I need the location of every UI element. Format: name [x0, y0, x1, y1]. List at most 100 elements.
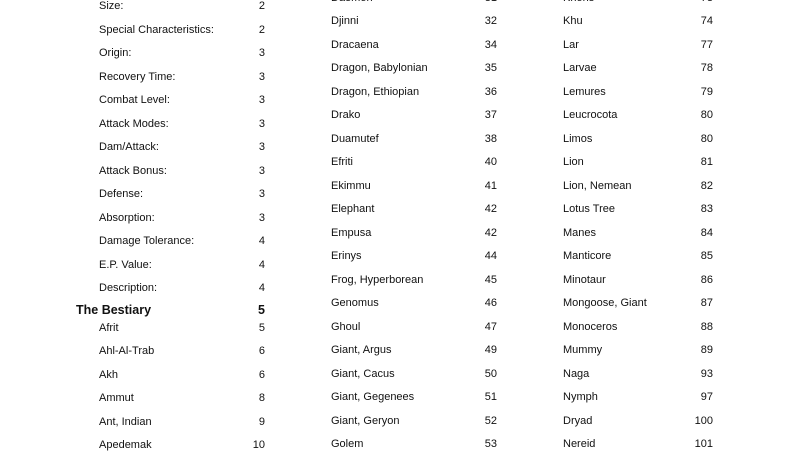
toc-entry[interactable]: Limos 80: [563, 128, 713, 152]
toc-entry-label: Elephant: [331, 203, 375, 216]
toc-entry[interactable]: Apedemak 10: [99, 434, 265, 458]
toc-entry-page: 93: [700, 367, 713, 380]
toc-entry[interactable]: Golem 53: [331, 433, 497, 457]
toc-entry[interactable]: Size: 2: [99, 0, 265, 19]
toc-entry[interactable]: Lar 77: [563, 34, 713, 58]
toc-entry[interactable]: Larvae 78: [563, 57, 713, 81]
toc-entry[interactable]: Giant, Geryon 52: [331, 410, 497, 434]
toc-entry[interactable]: Manticore 85: [563, 245, 713, 269]
toc-entry-label: Khu: [563, 15, 583, 28]
toc-entry[interactable]: Ammut 8: [99, 387, 265, 411]
toc-entry[interactable]: Attack Bonus: 3: [99, 160, 265, 184]
toc-entry[interactable]: Dryad 100: [563, 410, 713, 434]
toc-entry-label: Genomus: [331, 297, 379, 310]
toc-entry-label: Apedemak: [99, 439, 152, 452]
toc-section-heading[interactable]: The Bestiary 5: [76, 301, 265, 317]
toc-entry-label: Giant, Cacus: [331, 367, 395, 380]
toc-entry-page: 40: [484, 156, 497, 169]
toc-entry[interactable]: Ghoul 47: [331, 316, 497, 340]
toc-entry-label: Absorption:: [99, 211, 155, 224]
toc-entry-page: 3: [258, 141, 265, 154]
toc-entry[interactable]: Lemures 79: [563, 81, 713, 105]
toc-entry[interactable]: Erinys 44: [331, 245, 497, 269]
toc-entry[interactable]: Lotus Tree 83: [563, 198, 713, 222]
toc-entry-page: 5: [258, 321, 265, 334]
toc-entry[interactable]: Khu 74: [563, 10, 713, 34]
toc-entry[interactable]: Recovery Time: 3: [99, 66, 265, 90]
toc-entry[interactable]: Defense: 3: [99, 183, 265, 207]
toc-entry[interactable]: Empusa 42: [331, 222, 497, 246]
toc-entry[interactable]: E.P. Value: 4: [99, 254, 265, 278]
toc-entry-label: Ammut: [99, 392, 134, 405]
toc-entry[interactable]: Giant, Cacus 50: [331, 363, 497, 387]
toc-entry-page: 74: [700, 15, 713, 28]
toc-entry[interactable]: Mummy 89: [563, 339, 713, 363]
toc-entry[interactable]: Nereid 101: [563, 433, 713, 457]
toc-entry[interactable]: Dragon, Ethiopian 36: [331, 81, 497, 105]
toc-entry[interactable]: Dracaena 34: [331, 34, 497, 58]
toc-entry[interactable]: Ahl-Al-Trab 6: [99, 340, 265, 364]
toc-entry-label: Lion, Nemean: [563, 179, 632, 192]
toc-entry[interactable]: Leucrocota 80: [563, 104, 713, 128]
toc-entry-label: Size:: [99, 0, 124, 13]
toc-entry[interactable]: Ant, Indian 9: [99, 411, 265, 435]
toc-entry-page: 88: [700, 320, 713, 333]
toc-entry[interactable]: Duamutef 38: [331, 128, 497, 152]
toc-entry[interactable]: Giant, Gegenees 51: [331, 386, 497, 410]
toc-entry-page: 81: [700, 156, 713, 169]
toc-entry-label: Ekimmu: [331, 179, 371, 192]
toc-entry-page: 5: [258, 302, 265, 317]
toc-entry[interactable]: Ekimmu 41: [331, 175, 497, 199]
toc-entry[interactable]: Lion 81: [563, 151, 713, 175]
toc-entry[interactable]: Attack Modes: 3: [99, 113, 265, 137]
toc-entry-page: 3: [258, 70, 265, 83]
toc-entry[interactable]: Dam/Attack: 3: [99, 136, 265, 160]
toc-entry-label: Manticore: [563, 250, 612, 263]
toc-entry[interactable]: Elephant 42: [331, 198, 497, 222]
toc-entry-page: 89: [700, 344, 713, 357]
toc-entry[interactable]: Damage Tolerance: 4: [99, 230, 265, 254]
toc-entry-label: Leucrocota: [563, 109, 618, 122]
toc-entry-page: 37: [484, 109, 497, 122]
toc-entry[interactable]: Manes 84: [563, 222, 713, 246]
toc-entry[interactable]: Special Characteristics: 2: [99, 19, 265, 43]
toc-entry[interactable]: Minotaur 86: [563, 269, 713, 293]
toc-entry-label: Defense:: [99, 188, 144, 201]
toc-entry[interactable]: Akh 6: [99, 364, 265, 388]
toc-entry[interactable]: Monoceros 88: [563, 316, 713, 340]
toc-entry[interactable]: Afrit 5: [99, 317, 265, 341]
toc-entry[interactable]: Absorption: 3: [99, 207, 265, 231]
toc-entry-page: 101: [694, 438, 713, 451]
toc-entry-page: 4: [258, 235, 265, 248]
toc-entry[interactable]: Origin: 3: [99, 42, 265, 66]
toc-entry-label: E.P. Value:: [99, 258, 152, 271]
toc-entry-label: Giant, Argus: [331, 344, 392, 357]
toc-entry-page: 86: [700, 273, 713, 286]
toc-entry[interactable]: Dragon, Babylonian 35: [331, 57, 497, 81]
toc-entry-label: Dragon, Ethiopian: [331, 85, 420, 98]
toc-entry-label: Golem: [331, 438, 364, 451]
toc-entry-label: Lion: [563, 156, 584, 169]
toc-entry[interactable]: Daemon 31: [331, 0, 497, 10]
toc-entry[interactable]: Combat Level: 3: [99, 89, 265, 113]
toc-entry-page: 6: [258, 368, 265, 381]
toc-entry[interactable]: Efriti 40: [331, 151, 497, 175]
toc-entry[interactable]: Lion, Nemean 82: [563, 175, 713, 199]
toc-entry-page: 3: [258, 47, 265, 60]
toc-entry-label: Drako: [331, 109, 361, 122]
toc-entry[interactable]: Nymph 97: [563, 386, 713, 410]
toc-entry[interactable]: Genomus 46: [331, 292, 497, 316]
toc-entry-label: Djinni: [331, 15, 359, 28]
toc-entry[interactable]: Khons 73: [563, 0, 713, 10]
toc-entry[interactable]: Djinni 32: [331, 10, 497, 34]
toc-entry[interactable]: Frog, Hyperborean 45: [331, 269, 497, 293]
toc-entry-label: Origin:: [99, 47, 132, 60]
toc-entry[interactable]: Drako 37: [331, 104, 497, 128]
toc-entry[interactable]: Naga 93: [563, 363, 713, 387]
toc-entry-label: Special Characteristics:: [99, 23, 214, 36]
toc-entry[interactable]: Mongoose, Giant 87: [563, 292, 713, 316]
toc-entry-label: Ant, Indian: [99, 415, 152, 428]
toc-entry-label: Monoceros: [563, 320, 618, 333]
toc-entry[interactable]: Description: 4: [99, 277, 265, 301]
toc-entry[interactable]: Giant, Argus 49: [331, 339, 497, 363]
